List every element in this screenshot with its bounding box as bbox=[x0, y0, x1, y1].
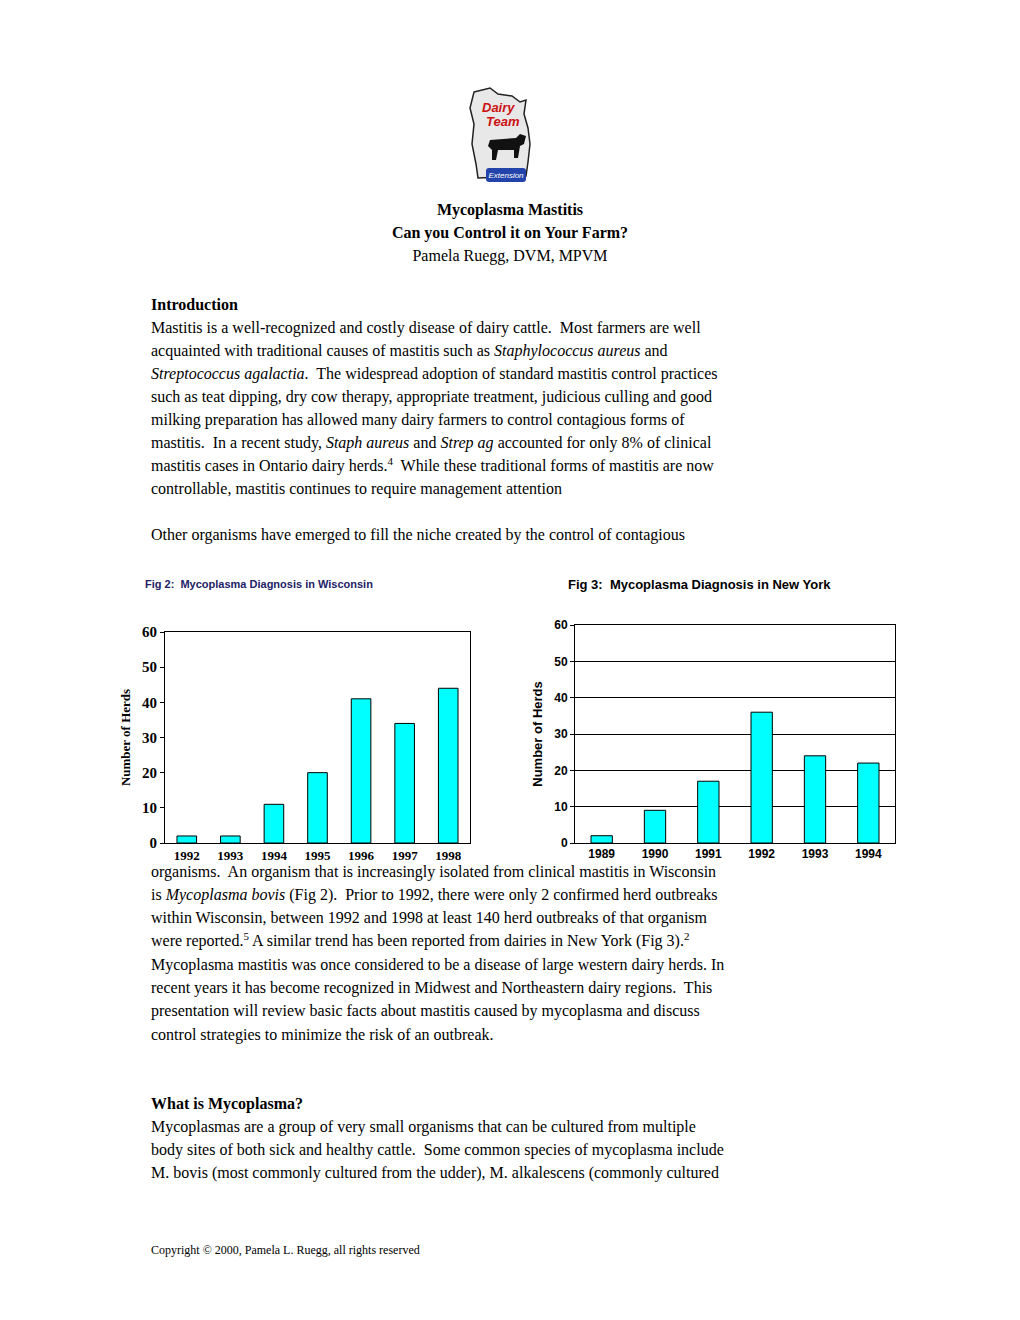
svg-text:40: 40 bbox=[142, 695, 157, 711]
svg-text:1992: 1992 bbox=[174, 848, 200, 863]
svg-text:1994: 1994 bbox=[261, 848, 288, 863]
html-text:Pamela Ruegg, DVM, MPVM: Pamela Ruegg, DVM, MPVM bbox=[412, 246, 608, 264]
svg-text:30: 30 bbox=[142, 730, 157, 746]
svg-text:Number of Herds: Number of Herds bbox=[118, 689, 133, 786]
html-text:presentation will review basic: presentation will review basic facts abo… bbox=[151, 1002, 700, 1020]
svg-text:1995: 1995 bbox=[305, 848, 332, 863]
svg-text:40: 40 bbox=[554, 691, 568, 705]
svg-text:1996: 1996 bbox=[348, 848, 375, 863]
html-text:M. bovis (most commonly cultur: M. bovis (most commonly cultured from th… bbox=[151, 1163, 719, 1181]
svg-text:10: 10 bbox=[142, 800, 157, 816]
svg-text:20: 20 bbox=[142, 765, 157, 781]
svg-text:60: 60 bbox=[142, 624, 157, 640]
svg-text:0: 0 bbox=[150, 835, 158, 851]
svg-text:1998: 1998 bbox=[435, 848, 462, 863]
html-text:recent years it has become rec: recent years it has become recognized in… bbox=[151, 979, 713, 996]
svg-text:Extension: Extension bbox=[488, 171, 524, 180]
html-text:body sites of both sick and he: body sites of both sick and healthy catt… bbox=[151, 1140, 724, 1158]
html-text:Other organisms have emerged t: Other organisms have emerged to fill the… bbox=[151, 525, 685, 543]
svg-text:60: 60 bbox=[554, 618, 568, 632]
html-text:Mycoplasmas are a group of ver: Mycoplasmas are a group of very small or… bbox=[151, 1117, 696, 1135]
html-text:mastitis. In a recent study, S: mastitis. In a recent study, Staph aureu… bbox=[151, 433, 712, 451]
svg-text:30: 30 bbox=[554, 727, 568, 741]
html-text:milking preparation has allowe: milking preparation has allowed many dai… bbox=[151, 410, 685, 428]
html-text:Mastitis is a well-recognized: Mastitis is a well-recognized and costly… bbox=[151, 318, 701, 336]
svg-text:1997: 1997 bbox=[392, 848, 419, 863]
html-text:such as teat dipping, dry cow: such as teat dipping, dry cow therapy, a… bbox=[151, 387, 712, 405]
svg-text:1993: 1993 bbox=[217, 848, 244, 863]
svg-text:0: 0 bbox=[561, 836, 568, 850]
svg-text:1992: 1992 bbox=[748, 847, 775, 861]
html-text:within Wisconsin, between 1992: within Wisconsin, between 1992 and 1998 … bbox=[151, 909, 707, 927]
svg-text:Fig 3: Mycoplasma Diagnosis i: Fig 3: Mycoplasma Diagnosis in New York bbox=[568, 577, 831, 592]
html-text:is Mycoplasma bovis (Fig 2). P: is Mycoplasma bovis (Fig 2). Prior to 19… bbox=[151, 885, 718, 903]
svg-text:1991: 1991 bbox=[695, 847, 722, 861]
html-text:Mycoplasma Mastitis: Mycoplasma Mastitis bbox=[436, 200, 584, 218]
svg-text:1993: 1993 bbox=[802, 847, 829, 861]
html-text:mastitis cases in Ontario dair: mastitis cases in Ontario dairy herds.4W… bbox=[151, 454, 714, 474]
html-text:were reported.5A similar trend: were reported.5A similar trend has been … bbox=[151, 930, 690, 950]
svg-text:50: 50 bbox=[142, 659, 157, 675]
html-text:What is Mycoplasma?: What is Mycoplasma? bbox=[151, 1094, 303, 1112]
svg-text:Team: Team bbox=[486, 114, 520, 129]
html-text:organisms. An organism that is: organisms. An organism that is increasin… bbox=[151, 862, 717, 880]
html-text:Streptococcus agalactia. The w: Streptococcus agalactia. The widespread … bbox=[151, 364, 718, 382]
html-text:controllable, mastitis continu: controllable, mastitis continues to requ… bbox=[151, 479, 562, 497]
html-text:acquainted with traditional ca: acquainted with traditional causes of ma… bbox=[151, 341, 668, 359]
svg-text:Fig 2: Mycoplasma Diagnosis i: Fig 2: Mycoplasma Diagnosis in Wisconsin bbox=[145, 578, 373, 590]
svg-text:Number of Herds: Number of Herds bbox=[530, 681, 545, 786]
svg-text:10: 10 bbox=[554, 800, 568, 814]
html-text:Can you Control it on Your Far: Can you Control it on Your Farm? bbox=[391, 223, 629, 241]
svg-text:1989: 1989 bbox=[588, 847, 615, 861]
svg-text:20: 20 bbox=[554, 764, 568, 778]
html-text:Introduction: Introduction bbox=[151, 295, 238, 313]
html-text:Mycoplasma mastitis was once c: Mycoplasma mastitis was once considered … bbox=[151, 955, 725, 973]
svg-text:50: 50 bbox=[554, 655, 568, 669]
html-text:control strategies to minimize: control strategies to minimize the risk … bbox=[151, 1025, 494, 1043]
svg-text:1994: 1994 bbox=[855, 847, 882, 861]
html-text:Copyright © 2000, Pamela L. Ru: Copyright © 2000, Pamela L. Ruegg, all r… bbox=[151, 1243, 420, 1257]
svg-text:1990: 1990 bbox=[642, 847, 669, 861]
svg-text:Dairy: Dairy bbox=[482, 100, 515, 115]
